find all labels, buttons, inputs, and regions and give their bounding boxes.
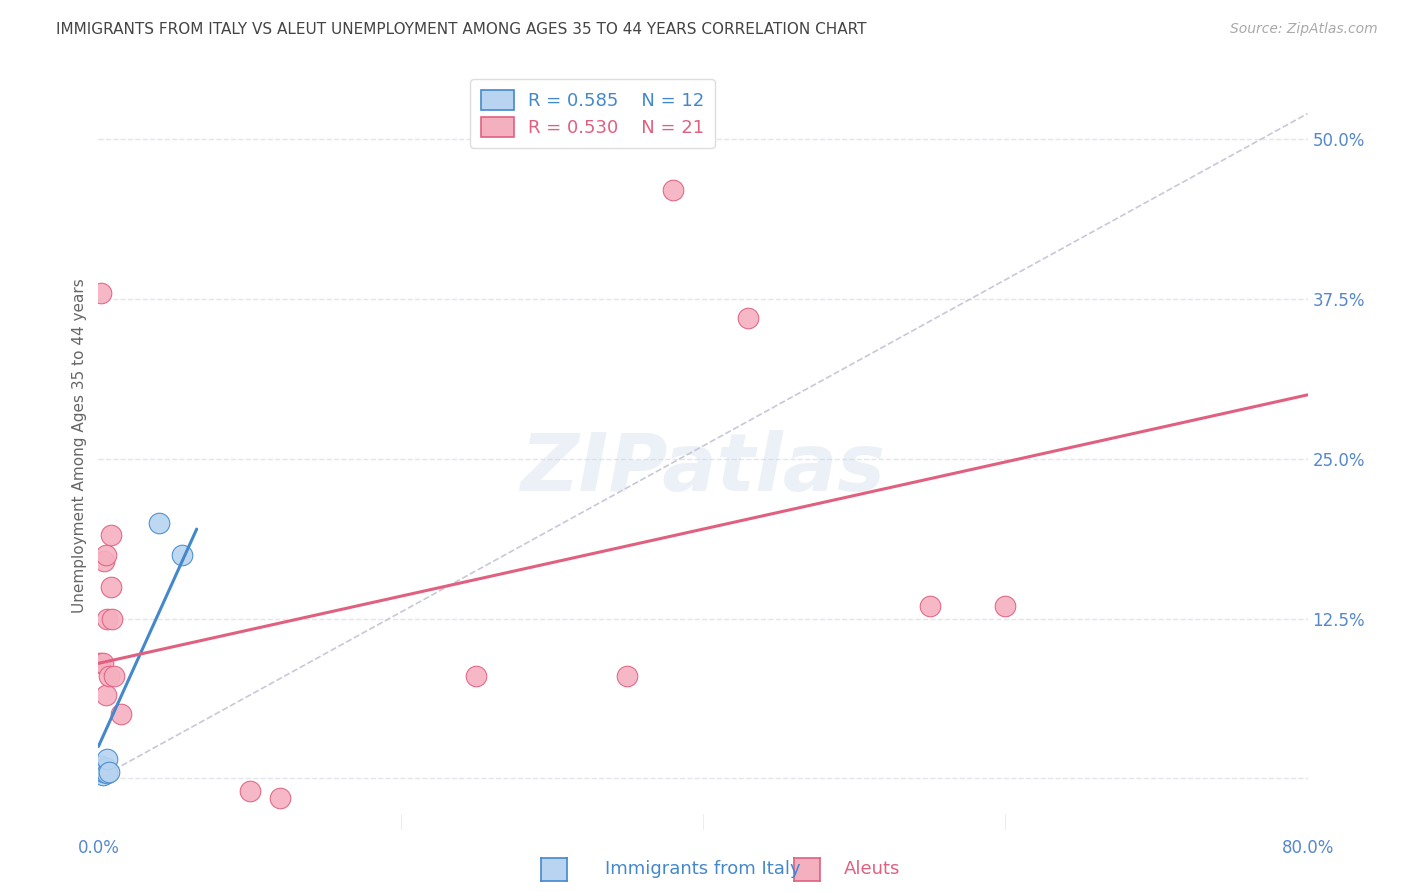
Point — [616, 669, 638, 683]
Point — [91, 657, 114, 671]
Y-axis label: Unemployment Among Ages 35 to 44 years: Unemployment Among Ages 35 to 44 years — [72, 278, 87, 614]
Point — [91, 767, 114, 781]
Point — [98, 765, 121, 780]
Point — [89, 765, 111, 780]
Legend: R = 0.585    N = 12, R = 0.530    N = 21: R = 0.585 N = 12, R = 0.530 N = 21 — [470, 79, 716, 148]
Point — [100, 528, 122, 542]
Point — [93, 765, 115, 780]
Point — [94, 761, 117, 775]
Point — [93, 554, 115, 568]
Text: Aleuts: Aleuts — [844, 860, 900, 878]
Point — [239, 784, 262, 798]
Text: ZIPatlas: ZIPatlas — [520, 430, 886, 508]
Point — [91, 764, 114, 778]
Point — [101, 612, 124, 626]
Point — [170, 548, 193, 562]
Point — [737, 311, 759, 326]
Point — [96, 612, 118, 626]
Point — [98, 669, 121, 683]
Point — [110, 707, 132, 722]
Point — [90, 761, 112, 775]
Point — [465, 669, 488, 683]
Point — [994, 599, 1017, 613]
Point — [96, 752, 118, 766]
Text: Immigrants from Italy: Immigrants from Italy — [605, 860, 800, 878]
Text: IMMIGRANTS FROM ITALY VS ALEUT UNEMPLOYMENT AMONG AGES 35 TO 44 YEARS CORRELATIO: IMMIGRANTS FROM ITALY VS ALEUT UNEMPLOYM… — [56, 22, 866, 37]
Point — [89, 657, 111, 671]
Point — [100, 580, 122, 594]
Point — [90, 285, 112, 300]
Point — [96, 766, 118, 780]
Point — [103, 669, 125, 683]
Point — [94, 689, 117, 703]
Point — [918, 599, 941, 613]
Text: Source: ZipAtlas.com: Source: ZipAtlas.com — [1230, 22, 1378, 37]
Point — [269, 790, 291, 805]
Point — [661, 183, 683, 197]
Point — [148, 516, 170, 530]
Point — [90, 758, 112, 772]
Point — [94, 548, 117, 562]
